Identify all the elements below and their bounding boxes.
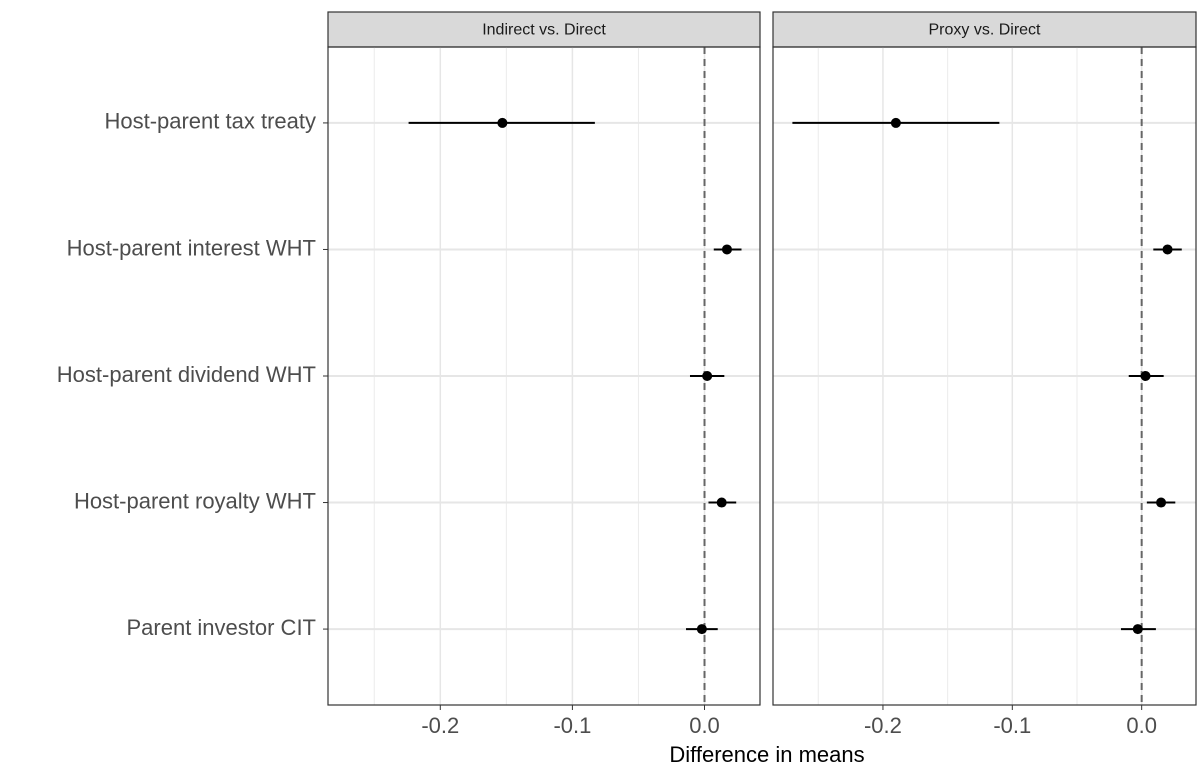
point <box>1140 371 1151 381</box>
point <box>1162 244 1173 255</box>
x-tick-label: -0.1 <box>553 713 591 738</box>
y-tick-label: Host-parent dividend WHT <box>57 362 316 387</box>
y-tick-label: Host-parent interest WHT <box>67 235 316 260</box>
point <box>1156 497 1167 508</box>
y-tick-label: Host-parent tax treaty <box>104 109 316 134</box>
x-tick-label: -0.1 <box>993 713 1031 738</box>
panel-title: Indirect vs. Direct <box>482 22 606 39</box>
point <box>890 117 901 128</box>
strip <box>327 11 761 48</box>
point <box>1132 624 1143 635</box>
panel-border <box>327 46 761 706</box>
x-tick-label: -0.2 <box>864 713 902 738</box>
panel-title: Proxy vs. Direct <box>928 22 1041 39</box>
point <box>716 497 727 508</box>
y-tick-label: Host-parent royalty WHT <box>74 488 316 513</box>
panel-border <box>772 46 1197 706</box>
x-tick-label: 0.0 <box>1126 713 1157 738</box>
x-tick-label: 0.0 <box>689 713 720 738</box>
point <box>497 117 508 128</box>
point <box>696 624 707 635</box>
x-tick-label: -0.2 <box>421 713 459 738</box>
point <box>721 244 732 255</box>
x-axis-label: Difference in means <box>669 742 864 765</box>
point <box>702 371 713 381</box>
strip <box>772 11 1197 48</box>
y-tick-label: Parent investor CIT <box>126 615 316 640</box>
